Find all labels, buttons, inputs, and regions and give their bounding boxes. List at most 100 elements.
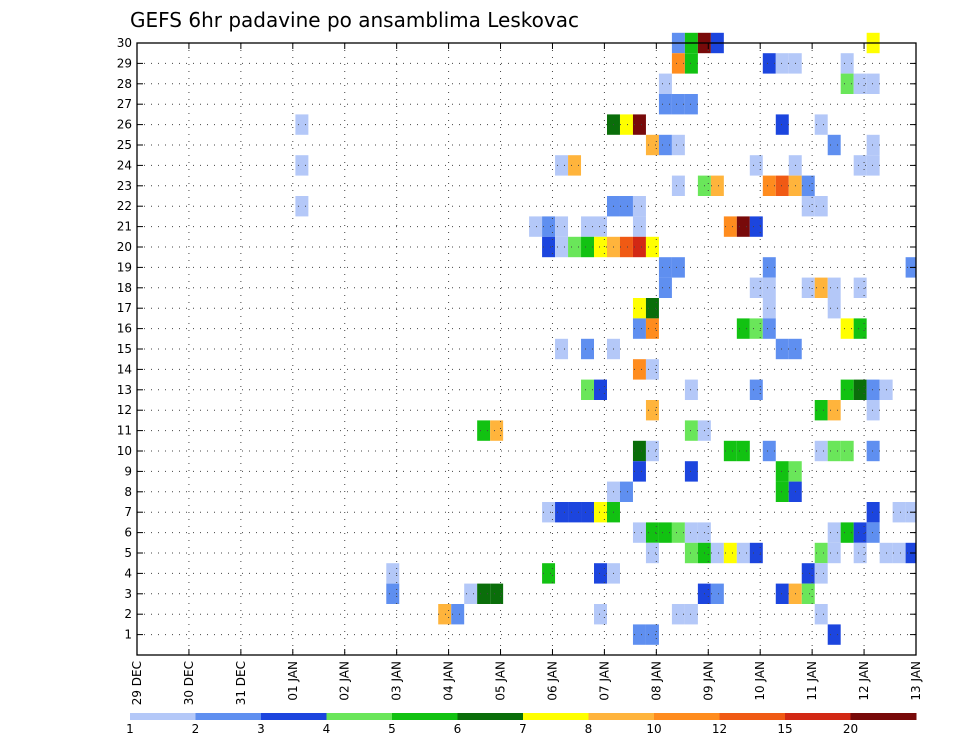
- heat-cell: [658, 134, 672, 156]
- x-tick-label: 07 JAN: [597, 661, 611, 701]
- heat-cell: [762, 318, 776, 339]
- heat-cell: [762, 175, 776, 196]
- heat-cell: [827, 624, 841, 645]
- y-tick-label: 23: [117, 179, 132, 193]
- x-tick-label: 31 DEC: [234, 661, 248, 705]
- x-tick-label: 09 JAN: [701, 661, 715, 701]
- heat-cell: [840, 522, 854, 543]
- heat-cell: [451, 604, 465, 625]
- heat-cell: [645, 440, 659, 462]
- heat-cell: [658, 73, 672, 94]
- heat-cell: [775, 175, 789, 196]
- heat-cell: [671, 522, 685, 543]
- heat-cell: [814, 196, 828, 217]
- heat-cell: [684, 522, 698, 543]
- y-tick-label: 28: [117, 77, 132, 91]
- x-tick-label: 03 JAN: [390, 661, 404, 701]
- heat-cell: [866, 440, 880, 462]
- x-tick-label: 10 JAN: [753, 661, 767, 701]
- heat-cell: [892, 502, 906, 523]
- legend-label: 2: [192, 722, 200, 736]
- heat-cell: [775, 338, 789, 360]
- heat-cell: [632, 114, 646, 135]
- legend-label: 1: [126, 722, 134, 736]
- heat-cell: [827, 277, 841, 298]
- heat-cell: [723, 542, 737, 564]
- heat-cell: [684, 420, 698, 441]
- y-tick-label: 3: [124, 587, 132, 601]
- heat-cell: [736, 542, 750, 564]
- heat-cell: [684, 53, 698, 74]
- heat-cell: [477, 420, 491, 441]
- heat-cell: [749, 277, 763, 298]
- heat-cell: [684, 379, 698, 400]
- heat-cell: [840, 379, 854, 400]
- heat-cell: [594, 563, 607, 584]
- heat-cell: [684, 604, 698, 625]
- heat-cell: [632, 298, 646, 319]
- heat-cell: [749, 542, 763, 564]
- legend-swatch: [523, 713, 589, 720]
- x-tick-label: 13 JAN: [909, 661, 923, 701]
- heat-cell: [594, 502, 607, 523]
- heat-cell: [619, 196, 633, 217]
- heat-cell: [632, 236, 646, 258]
- heat-cell: [827, 298, 841, 319]
- y-tick-label: 8: [124, 485, 132, 499]
- heat-cell: [749, 216, 763, 237]
- legend-label: 15: [777, 722, 792, 736]
- legend-swatch: [130, 713, 196, 720]
- heat-cell: [542, 563, 556, 584]
- heat-cell: [775, 114, 789, 135]
- heat-cell: [295, 196, 309, 217]
- legend-swatch: [392, 713, 458, 720]
- heat-cell: [658, 277, 672, 298]
- heat-cell: [684, 461, 698, 482]
- heat-cell: [542, 236, 556, 258]
- heat-cell: [814, 542, 828, 564]
- heat-cell: [645, 624, 659, 645]
- y-tick-label: 18: [117, 281, 132, 295]
- y-tick-label: 24: [117, 158, 132, 172]
- heat-cell: [749, 155, 763, 176]
- heat-cell: [710, 542, 724, 564]
- heat-cell: [736, 216, 750, 237]
- heat-cell: [827, 440, 841, 462]
- legend-swatch: [588, 713, 655, 720]
- legend-label: 7: [519, 722, 527, 736]
- heat-cell: [568, 155, 582, 176]
- heat-cell: [671, 604, 685, 625]
- heat-cell: [866, 522, 880, 543]
- heat-cell: [645, 298, 659, 319]
- y-tick-label: 12: [117, 403, 132, 417]
- heat-cell: [853, 277, 867, 298]
- heat-cell: [814, 440, 828, 462]
- heat-cell: [801, 277, 815, 298]
- legend-swatch: [719, 713, 786, 720]
- heat-cell: [684, 542, 698, 564]
- legend-label: 10: [646, 722, 661, 736]
- heat-cell: [581, 338, 595, 360]
- heat-cell: [594, 216, 607, 237]
- heat-cell: [645, 400, 659, 421]
- heat-cell: [542, 216, 556, 237]
- heat-cell: [632, 461, 646, 482]
- heat-cell: [645, 542, 659, 564]
- heat-cell: [827, 542, 841, 564]
- y-tick-label: 21: [117, 220, 132, 234]
- legend-swatch: [785, 713, 851, 720]
- y-tick-label: 20: [117, 240, 132, 254]
- heat-cell: [775, 461, 789, 482]
- x-tick-label: 04 JAN: [442, 661, 456, 701]
- heat-cell: [762, 53, 776, 74]
- heat-cell: [581, 236, 595, 258]
- legend-label: 4: [323, 722, 331, 736]
- heat-cell: [632, 196, 646, 217]
- legend-swatch: [654, 713, 720, 720]
- heat-cell: [645, 318, 659, 339]
- x-tick-label: 11 JAN: [805, 661, 819, 701]
- legend-swatch: [261, 713, 327, 720]
- heat-cell: [866, 379, 880, 400]
- chart-title: GEFS 6hr padavine po ansamblima Leskovac: [130, 8, 579, 32]
